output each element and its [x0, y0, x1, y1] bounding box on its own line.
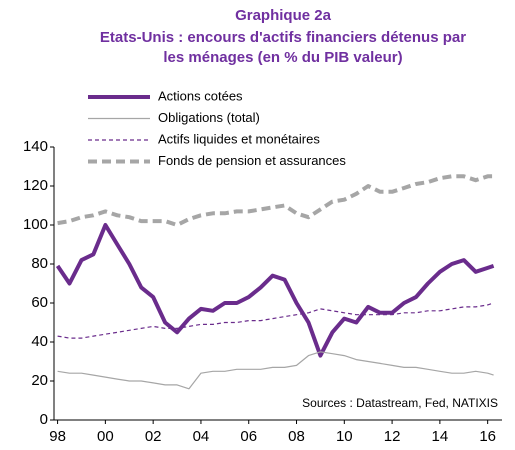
y-tick-label: 100	[23, 216, 48, 233]
x-tick-label: 04	[193, 428, 210, 445]
y-tick-label: 40	[31, 333, 48, 350]
x-tick-label: 16	[479, 428, 496, 445]
chart-subtitle: Etats-Unis : encours d'actifs financiers…	[100, 29, 466, 46]
legend-label: Actions cotées	[158, 88, 243, 103]
y-tick-label: 0	[40, 411, 48, 428]
x-tick-label: 98	[49, 428, 66, 445]
y-tick-label: 120	[23, 177, 48, 194]
y-tick-label: 60	[31, 294, 48, 311]
legend-label: Fonds de pension et assurances	[158, 153, 346, 168]
chart-subtitle: les ménages (en % du PIB valeur)	[163, 49, 402, 66]
legend-label: Actifs liquides et monétaires	[158, 131, 320, 146]
legend-label: Obligations (total)	[158, 110, 260, 125]
x-tick-label: 00	[97, 428, 114, 445]
chart-title: Graphique 2a	[235, 7, 332, 24]
y-tick-label: 20	[31, 372, 48, 389]
series-line	[55, 223, 495, 358]
y-tick-label: 80	[31, 255, 48, 272]
x-tick-label: 10	[336, 428, 353, 445]
x-tick-label: 06	[240, 428, 257, 445]
x-tick-label: 12	[384, 428, 401, 445]
x-tick-label: 08	[288, 428, 305, 445]
series-line	[57, 302, 494, 339]
x-tick-label: 14	[432, 428, 449, 445]
y-tick-label: 140	[23, 138, 48, 155]
series-line	[57, 351, 494, 390]
source: Sources : Datastream, Fed, NATIXIS	[302, 396, 498, 410]
x-tick-label: 02	[145, 428, 162, 445]
series-line	[57, 174, 494, 227]
